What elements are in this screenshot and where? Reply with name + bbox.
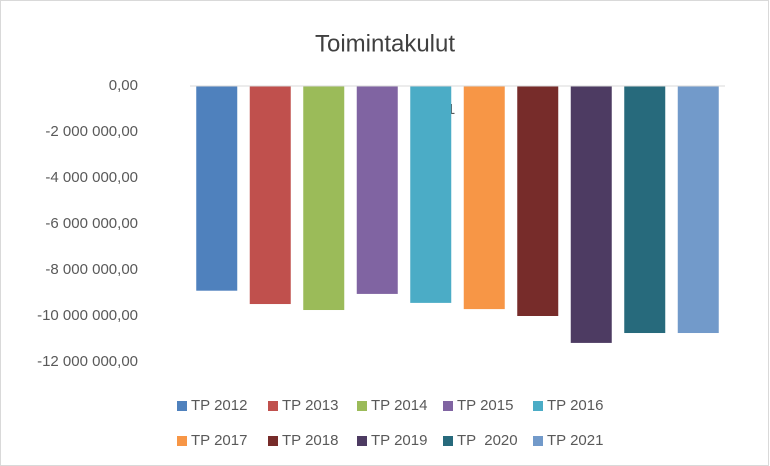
bar bbox=[624, 86, 666, 334]
legend-label: TP 2014 bbox=[371, 397, 427, 414]
y-tick-label: -6 000 000,00 bbox=[45, 215, 138, 232]
legend-label: TP 2013 bbox=[282, 397, 338, 414]
bar bbox=[196, 86, 238, 291]
legend-swatch bbox=[443, 401, 453, 411]
bar bbox=[517, 86, 559, 316]
bar bbox=[463, 86, 505, 310]
legend-swatch bbox=[533, 436, 543, 446]
legend-label: TP 2019 bbox=[371, 432, 427, 449]
bar bbox=[303, 86, 345, 311]
bar bbox=[410, 86, 452, 303]
legend-label: TP 2018 bbox=[282, 432, 338, 449]
legend-swatch bbox=[177, 401, 187, 411]
y-tick-label: -2 000 000,00 bbox=[45, 123, 138, 140]
legend-label: TP 2015 bbox=[457, 397, 513, 414]
y-tick-label: -10 000 000,00 bbox=[37, 307, 138, 324]
legend-swatch bbox=[533, 401, 543, 411]
legend-label: TP 2012 bbox=[191, 397, 247, 414]
bar bbox=[570, 86, 612, 343]
legend-swatch bbox=[443, 436, 453, 446]
legend-swatch bbox=[268, 401, 278, 411]
legend-label: TP 2020 bbox=[457, 432, 518, 449]
y-tick-label: -12 000 000,00 bbox=[37, 353, 138, 370]
legend-label: TP 2021 bbox=[547, 432, 603, 449]
y-tick-label: -4 000 000,00 bbox=[45, 169, 138, 186]
legend-swatch bbox=[177, 436, 187, 446]
bar bbox=[356, 86, 398, 294]
y-tick-label: -8 000 000,00 bbox=[45, 261, 138, 278]
legend-label: TP 2017 bbox=[191, 432, 247, 449]
bar bbox=[249, 86, 291, 305]
y-tick-label: 0,00 bbox=[109, 77, 138, 94]
legend-swatch bbox=[357, 401, 367, 411]
legend-swatch bbox=[268, 436, 278, 446]
legend-label: TP 2016 bbox=[547, 397, 603, 414]
legend-swatch bbox=[357, 436, 367, 446]
chart-title: Toimintakulut bbox=[315, 30, 455, 57]
bar bbox=[677, 86, 719, 334]
